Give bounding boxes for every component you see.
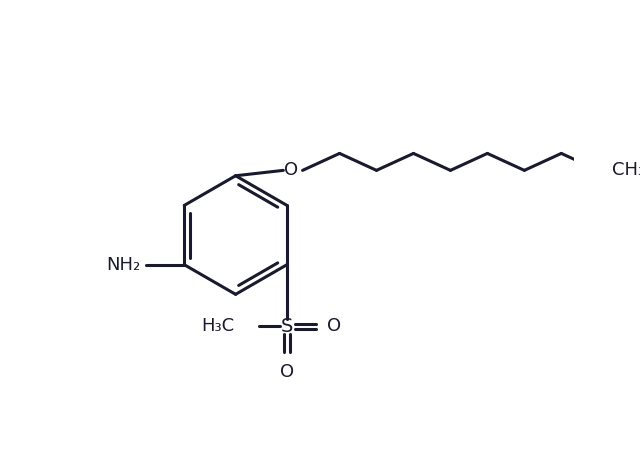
Text: O: O <box>280 363 294 381</box>
Text: CH₃: CH₃ <box>612 161 640 180</box>
Text: H₃C: H₃C <box>202 317 235 335</box>
Text: O: O <box>327 317 341 335</box>
Text: S: S <box>281 317 293 336</box>
Text: O: O <box>284 161 298 180</box>
Text: NH₂: NH₂ <box>106 256 140 274</box>
